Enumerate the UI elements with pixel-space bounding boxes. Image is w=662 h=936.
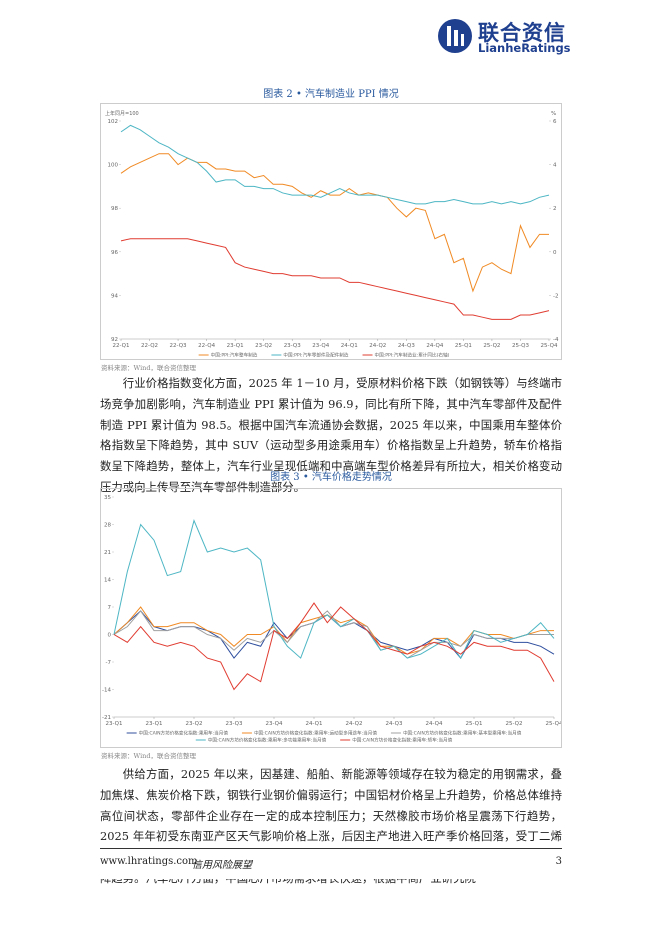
- x-tick-label: 23-Q4: [265, 721, 283, 727]
- x-tick-label: 25-Q2: [505, 721, 522, 727]
- x-tick-label: 25-Q2: [483, 343, 500, 349]
- figure-caption: 图表 2 • 汽车制造业 PPI 情况: [263, 89, 399, 100]
- legend-item: 中国:CAIN方坊价格变化指数:乘用车:运动型多用途车:当月值: [241, 730, 377, 737]
- y-tick-label: 0: [108, 633, 112, 639]
- x-tick-label: 24-Q3: [385, 721, 403, 727]
- chart-frame: 92 94 96 98 100 102 -4 -2 0 2 4 6 上年同月=100% 22-Q1 22-Q…: [100, 103, 562, 360]
- x-tick-label: 24-Q1: [305, 721, 322, 727]
- y-tick-label: 96: [111, 250, 118, 256]
- x-tick-label: 22-Q4: [198, 343, 216, 349]
- legend-label: 中国:PPI:汽车整车制造: [211, 352, 258, 359]
- series-line: [113, 519, 555, 660]
- legend-label: 中国:CAIN方坊价格变化指数:乘用车:轿车:当月值: [352, 737, 452, 744]
- footer-rule: [100, 848, 562, 849]
- x-tick-label: 25-Q1: [455, 343, 472, 349]
- x-tick-label: 23-Q1: [145, 721, 162, 727]
- legend-item: 中国:CAIN方坊价格变化指数:乘用车:轿车:当月值: [340, 737, 453, 744]
- legend-item: 中国:CAIN方坊价格变化指数:乘用车:当月值: [126, 730, 229, 737]
- x-tick-label: 22-Q2: [141, 343, 158, 349]
- x-tick-label: 24-Q3: [398, 343, 416, 349]
- logo-en: LianheRatings: [478, 41, 571, 55]
- figure-caption: 图表 3 • 汽车价格走势情况: [270, 472, 392, 483]
- y-axis-label: 上年同月=100: [105, 110, 139, 117]
- x-tick-label: 25-Q4: [540, 343, 558, 349]
- x-tick-label: 23-Q2: [185, 721, 202, 727]
- y2-tick-label: 0: [553, 250, 557, 256]
- source: 资料来源：Wind，联合资信整理: [101, 364, 196, 372]
- y-tick-label: -21: [102, 715, 111, 721]
- x-tick-label: 25-Q3: [512, 343, 530, 349]
- footer: [100, 849, 562, 879]
- y2-tick-label: -4: [553, 337, 559, 343]
- y-tick-label: 100: [108, 163, 119, 169]
- x-tick-label: 24-Q2: [369, 343, 386, 349]
- legend-label: 中国:CAIN方坊价格变化指数:乘用车:基本型乘用车:当月值: [403, 730, 522, 737]
- series-line: [113, 602, 555, 691]
- source: 资料来源：Wind，联合资信整理: [101, 752, 196, 760]
- legend-label: 中国:CAIN方坊价格变化指数:乘用车:当月值: [139, 730, 229, 737]
- x-tick-label: 24-Q2: [345, 721, 362, 727]
- y-tick-label: 94: [111, 293, 118, 299]
- y-tick-label: 92: [111, 337, 118, 343]
- x-tick-label: 23-Q3: [225, 721, 243, 727]
- legend-item: 中国:PPI:汽车制造业:累计同比(右轴): [362, 352, 450, 359]
- page-number: 3: [555, 856, 562, 867]
- y-tick-label: 102: [108, 119, 119, 125]
- y-tick-label: -14: [102, 688, 111, 694]
- series-line: [120, 153, 549, 293]
- legend-label: 中国:PPI:汽车零部件及配件制造: [283, 352, 349, 359]
- x-tick-label: 25-Q1: [465, 721, 482, 727]
- logo-cn: 联合资信: [478, 21, 566, 45]
- series-line: [113, 610, 554, 659]
- legend-label: 中国:PPI:汽车制造业:累计同比(右轴): [375, 352, 450, 359]
- y-tick-label: 7: [108, 605, 112, 611]
- x-tick-label: 22-Q3: [170, 343, 188, 349]
- x-tick-label: 23-Q1: [105, 721, 122, 727]
- y2-tick-label: -2: [553, 293, 558, 299]
- legend-item: 中国:CAIN方坊价格变化指数:乘用车:多功能乘用车:当月值: [195, 737, 327, 744]
- footer-name: 信用风险展望: [192, 860, 252, 871]
- chart: 92 94 96 98 100 102 -4 -2 0 2 4 6 上年同月=100 % 22-Q1 22-Q…: [105, 110, 559, 359]
- x-tick-label: 24-Q4: [425, 721, 443, 727]
- paragraph: 行业价格指数变化方面，2025 年 1－10 月，受原材料价格下跌（如钢铁等）与…: [100, 376, 562, 494]
- series-line: [120, 124, 550, 205]
- x-tick-label: 24-Q4: [426, 343, 444, 349]
- y-tick-label: 14: [104, 578, 111, 584]
- y-tick-label: 28: [104, 523, 111, 529]
- x-tick-label: 23-Q2: [255, 343, 272, 349]
- y-tick-label: -7: [106, 660, 112, 666]
- x-tick-label: 22-Q1: [112, 343, 129, 349]
- x-tick-label: 24-Q1: [341, 343, 358, 349]
- legend-label: 中国:CAIN方坊价格变化指数:乘用车:运动型多用途车:当月值: [254, 730, 377, 737]
- legend-item: 中国:CAIN方坊价格变化指数:乘用车:基本型乘用车:当月值: [390, 730, 522, 737]
- x-tick-label: 23-Q3: [284, 343, 302, 349]
- y2-axis-label: %: [551, 111, 556, 117]
- y2-tick-label: 6: [553, 119, 557, 125]
- x-tick-label: 25-Q4: [545, 721, 561, 727]
- legend-label: 中国:CAIN方坊价格变化指数:乘用车:多功能乘用车:当月值: [208, 737, 327, 744]
- x-tick-label: 23-Q4: [312, 343, 330, 349]
- series-line: [113, 606, 554, 655]
- series-line: [120, 238, 550, 320]
- legend-item: 中国:PPI:汽车整车制造: [198, 352, 258, 359]
- chart: -21 -14 -7 0 7 14 21 28 35 23-Q1 23-Q1 23-Q2 23-Q3 23…: [102, 495, 563, 744]
- legend-item: 中国:PPI:汽车零部件及配件制造: [271, 352, 349, 359]
- y2-tick-label: 4: [553, 163, 557, 169]
- logo-icon: [438, 19, 472, 53]
- x-tick-label: 23-Q1: [227, 343, 244, 349]
- chart-frame: -21 -14 -7 0 7 14 21 28 35 23-Q1 23-Q1 23-Q2 23-Q3 23…: [100, 488, 563, 748]
- y-tick-label: 21: [104, 550, 111, 556]
- y-tick-label: 35: [104, 495, 111, 501]
- footer-url: www.lhratings.com: [100, 856, 198, 867]
- y-tick-label: 98: [111, 206, 118, 212]
- y2-tick-label: 2: [553, 206, 557, 212]
